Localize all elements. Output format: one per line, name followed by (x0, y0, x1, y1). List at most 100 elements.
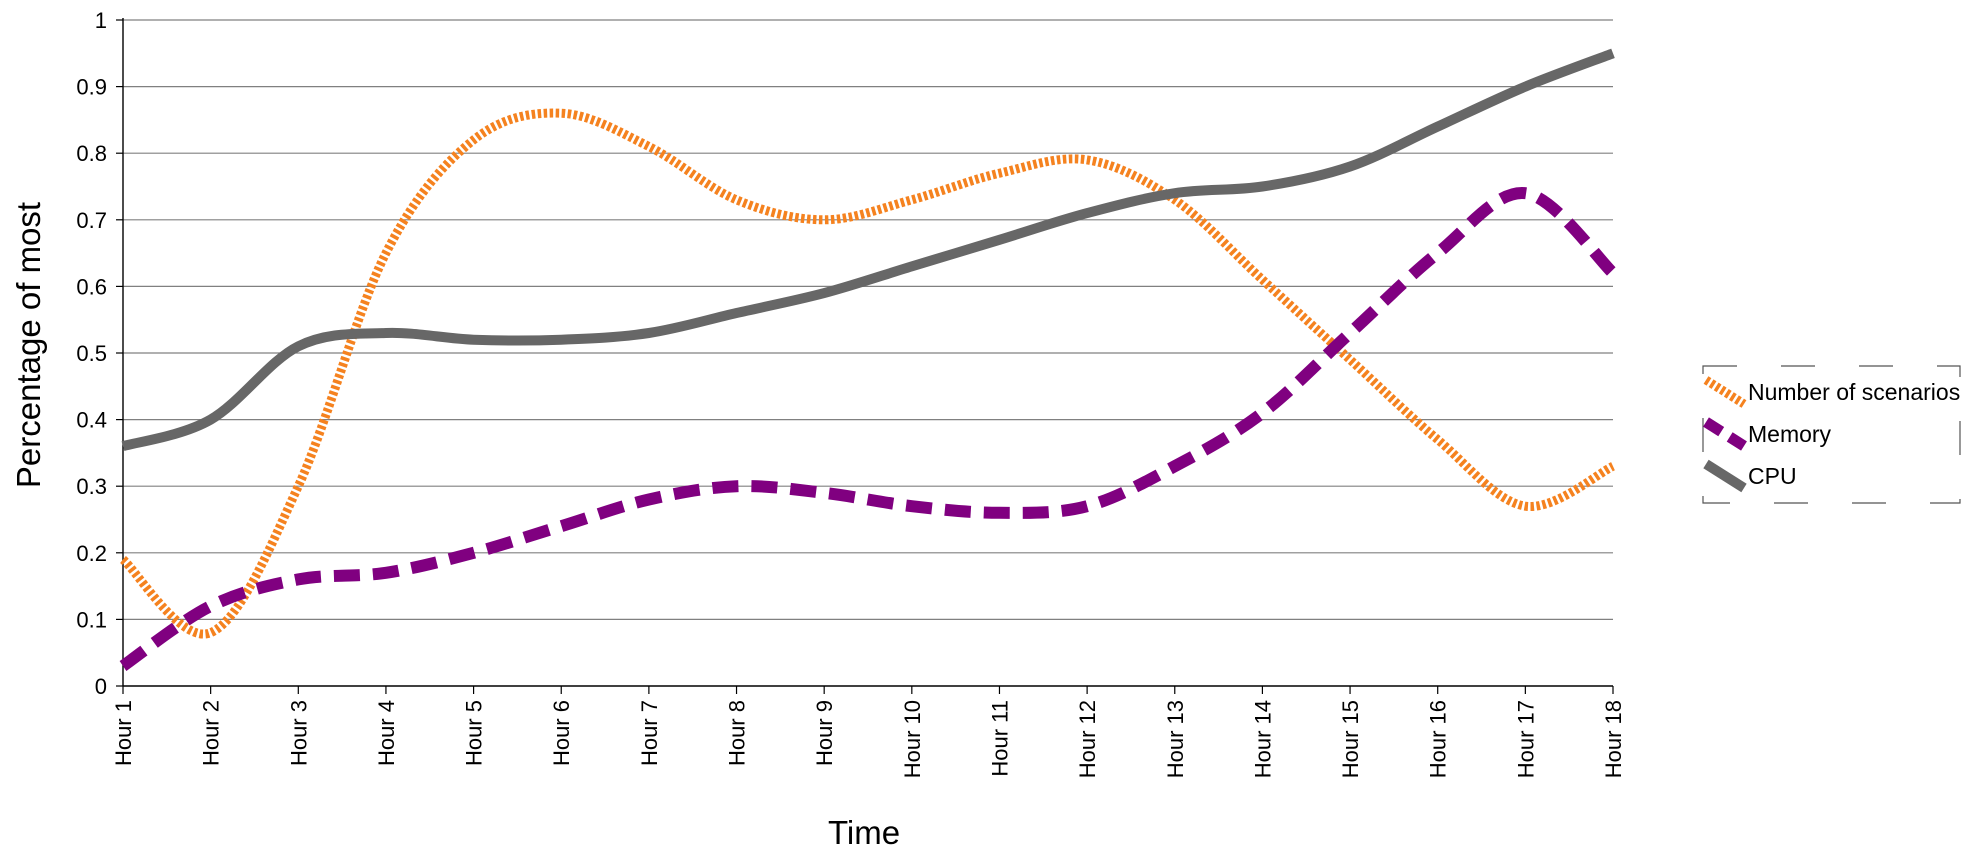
legend-swatch (1703, 459, 1747, 493)
x-tick-label: Hour 2 (199, 700, 224, 766)
y-tick-label: 1 (95, 8, 107, 33)
x-tick-label: Hour 18 (1601, 700, 1626, 778)
x-tick-label: Hour 4 (374, 700, 399, 766)
data-point (120, 663, 126, 669)
data-point (1522, 503, 1528, 509)
data-point (383, 570, 389, 576)
y-tick-label: 0.2 (76, 541, 107, 566)
data-point (120, 443, 126, 449)
data-point (734, 197, 740, 203)
data-point (1084, 503, 1090, 509)
labels-layer: 0 0.1 0.2 0.3 0.4 0.5 0.6 0.7 0.8 0.9 1 Hour 1 Hour … (76, 8, 1626, 778)
y-tick-label: 0.9 (76, 75, 107, 100)
x-tick-label: Hour 1 (111, 700, 136, 766)
data-point (646, 330, 652, 336)
y-tick-label: 0.3 (76, 474, 107, 499)
grid-layer (123, 19, 1613, 621)
series-layer (119, 48, 1618, 671)
x-tick-label: Hour 9 (812, 700, 837, 766)
series-line-memory (119, 187, 1618, 671)
legend-label: Memory (1748, 421, 1832, 447)
data-point (1259, 184, 1265, 190)
legend-border (1702, 365, 1961, 504)
data-point (1259, 277, 1265, 283)
data-point (120, 556, 126, 562)
legend: Number of scenarios Memory CPU (1702, 365, 1961, 504)
data-point (734, 483, 740, 489)
x-tick-label: Hour 17 (1513, 700, 1538, 778)
data-point (996, 237, 1002, 243)
data-point (295, 483, 301, 489)
y-tick-label: 0.7 (76, 208, 107, 233)
data-point (996, 170, 1002, 176)
data-point (558, 523, 564, 529)
y-tick-label: 0 (95, 674, 107, 699)
x-tick-label: Hour 11 (987, 700, 1012, 777)
data-point (646, 144, 652, 150)
x-tick-label: Hour 5 (462, 700, 487, 766)
y-tick-label: 0.8 (76, 141, 107, 166)
x-tick-label: Hour 16 (1426, 700, 1451, 778)
data-point (734, 310, 740, 316)
data-point (909, 503, 915, 509)
data-point (471, 337, 477, 343)
data-point (558, 337, 564, 343)
data-point (1610, 50, 1616, 56)
y-tick-label: 0.4 (76, 408, 107, 433)
data-point (383, 250, 389, 256)
x-tick-label: Hour 3 (286, 700, 311, 766)
legend-label: CPU (1748, 463, 1797, 489)
y-tick-label: 0.6 (76, 274, 107, 299)
data-point (471, 550, 477, 556)
y-tick-label: 0.1 (76, 607, 107, 632)
x-tick-label: Hour 12 (1075, 700, 1100, 778)
legend-label: Number of scenarios (1748, 379, 1960, 405)
data-point (821, 290, 827, 296)
series-line-number-of-scenarios (119, 108, 1616, 639)
data-point (1347, 357, 1353, 363)
legend-swatch (1703, 417, 1747, 451)
data-point (1610, 463, 1616, 469)
data-point (821, 217, 827, 223)
data-point (383, 330, 389, 336)
x-axis-title: Time (828, 814, 900, 851)
x-tick-label: Hour 15 (1338, 700, 1363, 778)
data-point (471, 137, 477, 143)
x-tick-label: Hour 10 (900, 700, 925, 778)
data-point (1435, 250, 1441, 256)
data-point (1172, 190, 1178, 196)
data-point (1522, 190, 1528, 196)
data-point (295, 343, 301, 349)
axis-layer (116, 18, 1614, 694)
data-point (208, 630, 214, 636)
x-tick-label: Hour 7 (637, 700, 662, 766)
x-tick-label: Hour 6 (549, 700, 574, 766)
data-point (1084, 210, 1090, 216)
data-point (558, 110, 564, 116)
data-point (909, 263, 915, 269)
data-point (1435, 437, 1441, 443)
data-point (295, 576, 301, 582)
x-tick-label: Hour 14 (1250, 700, 1275, 778)
data-point (1172, 463, 1178, 469)
data-point (208, 417, 214, 423)
data-point (1259, 410, 1265, 416)
x-tick-label: Hour 8 (725, 700, 750, 766)
data-point (646, 497, 652, 503)
y-tick-label: 0.5 (76, 341, 107, 366)
y-axis-title: Percentage of most (10, 202, 47, 488)
data-point (1084, 157, 1090, 163)
x-tick-label: Hour 13 (1163, 700, 1188, 778)
data-point (208, 603, 214, 609)
data-point (821, 490, 827, 496)
legend-swatch (1703, 376, 1747, 408)
data-point (1435, 124, 1441, 130)
data-point (1522, 84, 1528, 90)
data-point (1610, 270, 1616, 276)
data-point (909, 197, 915, 203)
data-point (1347, 164, 1353, 170)
data-point (996, 510, 1002, 516)
data-point (1347, 330, 1353, 336)
